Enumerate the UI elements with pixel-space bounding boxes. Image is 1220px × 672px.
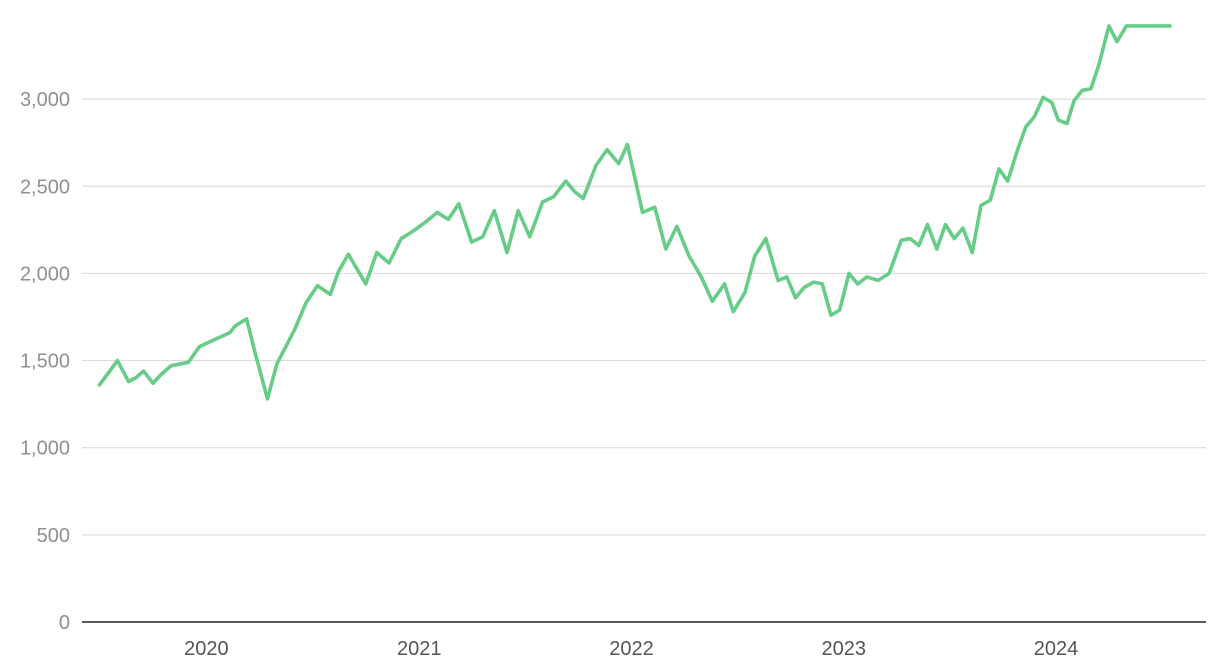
y-tick-label: 1,500	[20, 351, 70, 373]
x-tick-label: 2020	[184, 638, 229, 660]
line-layer	[97, 24, 1172, 401]
x-tick-label: 2023	[821, 638, 866, 660]
y-tick-label: 2,500	[20, 176, 70, 198]
label-layer: 0 500 1,000 1,500 2,000 2,500 3,000 2020 2021 202…	[20, 89, 1078, 660]
y-tick-label: 1,000	[20, 438, 70, 460]
y-tick-label: 500	[37, 525, 70, 547]
x-tick-label: 2022	[609, 638, 654, 660]
grid-layer	[82, 98, 1206, 536]
series-line-0	[97, 24, 1172, 401]
x-tick-label: 2024	[1034, 638, 1079, 660]
y-tick-label: 0	[59, 612, 70, 634]
y-tick-label: 3,000	[20, 89, 70, 111]
y-tick-label: 2,000	[20, 263, 70, 285]
x-tick-label: 2021	[397, 638, 442, 660]
